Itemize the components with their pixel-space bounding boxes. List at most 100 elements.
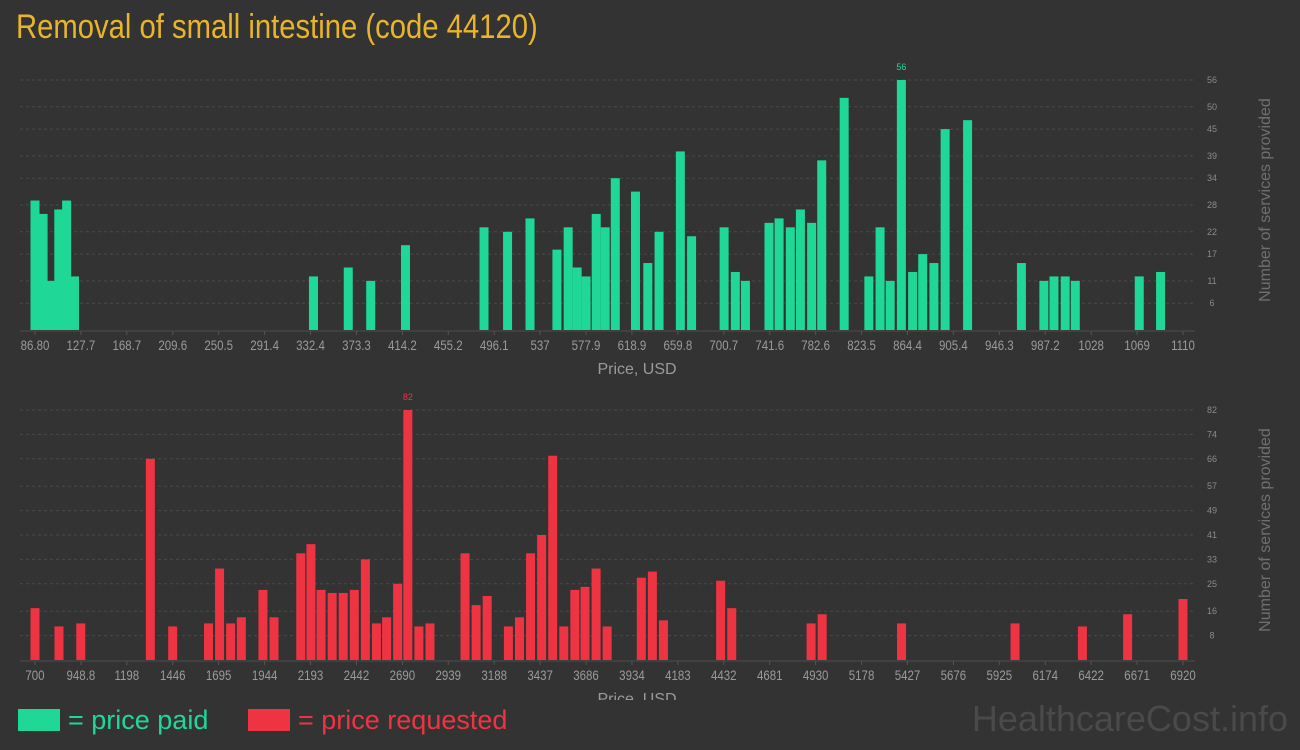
- x-tick-label: 250.5: [204, 337, 233, 353]
- x-tick-label: 700: [25, 667, 44, 683]
- x-tick-label: 2690: [390, 667, 416, 683]
- bar: [403, 410, 413, 660]
- bar: [897, 623, 907, 660]
- max-value-label: 56: [896, 62, 906, 72]
- x-tick-label: 741.6: [755, 337, 784, 353]
- bar: [817, 614, 827, 660]
- bar: [425, 623, 435, 660]
- bar: [675, 151, 685, 330]
- bar: [54, 209, 64, 330]
- y-tick-label: 16: [1207, 606, 1217, 616]
- bar: [343, 267, 353, 330]
- y-tick-label: 22: [1207, 227, 1217, 237]
- x-tick-label: 1028: [1078, 337, 1104, 353]
- legend-requested-swatch: [248, 709, 290, 731]
- bar: [1123, 614, 1133, 660]
- y-tick-label: 45: [1207, 124, 1217, 134]
- bar: [918, 254, 928, 330]
- x-tick-label: 2939: [436, 667, 462, 683]
- x-tick-label: 455.2: [434, 337, 463, 353]
- x-tick-label: 6174: [1032, 667, 1058, 683]
- bar: [1049, 276, 1059, 330]
- bar: [1010, 623, 1020, 660]
- bar: [875, 227, 885, 330]
- x-tick-label: 3686: [573, 667, 599, 683]
- bar: [327, 592, 337, 660]
- x-tick-label: 864.4: [893, 337, 922, 353]
- bar: [636, 577, 646, 660]
- bar: [807, 222, 817, 330]
- bar: [38, 213, 48, 330]
- bar: [730, 271, 740, 330]
- bar: [258, 589, 268, 660]
- x-tick-label: 4432: [711, 667, 737, 683]
- x-tick-label: 1069: [1124, 337, 1150, 353]
- x-tick-label: 5427: [895, 667, 921, 683]
- x-tick-label: 537: [531, 337, 550, 353]
- chart-title: Removal of small intestine (code 44120): [16, 8, 538, 46]
- bar: [308, 276, 318, 330]
- bar: [479, 227, 489, 330]
- bar: [400, 245, 410, 330]
- bar: [764, 222, 774, 330]
- bar: [600, 227, 610, 330]
- bar: [203, 623, 213, 660]
- x-tick-label: 1110: [1171, 337, 1195, 353]
- legend-paid-label: = price paid: [68, 704, 209, 735]
- y-tick-label: 39: [1207, 151, 1217, 161]
- y-tick-label: 11: [1207, 276, 1216, 286]
- bar: [610, 178, 620, 330]
- bar: [371, 623, 381, 660]
- x-tick-label: 700.7: [709, 337, 738, 353]
- bar: [740, 280, 750, 330]
- x-tick-label: 782.6: [801, 337, 830, 353]
- x-tick-label: 1695: [206, 667, 232, 683]
- bar: [360, 559, 370, 660]
- bar: [30, 200, 40, 330]
- bar: [548, 455, 558, 660]
- x-tick-label: 373.3: [342, 337, 371, 353]
- x-tick-label: 987.2: [1031, 337, 1060, 353]
- x-tick-label: 659.8: [664, 337, 693, 353]
- bar: [525, 218, 535, 330]
- bar: [591, 568, 601, 660]
- x-tick-label: 209.6: [158, 337, 187, 353]
- bar: [46, 280, 56, 330]
- y-axis-title: Number of services provided: [1257, 428, 1274, 632]
- bar: [570, 589, 580, 660]
- y-tick-label: 34: [1207, 173, 1217, 183]
- x-tick-label: 168.7: [112, 337, 141, 353]
- bar: [296, 553, 306, 660]
- bar: [482, 595, 492, 660]
- price-requested-chart: 8 16 25 33 41 49 57 66 74 82 82 700 948.8 1198 1446 169…: [20, 392, 1274, 700]
- bar: [896, 80, 906, 330]
- bar: [864, 276, 874, 330]
- bar: [602, 626, 612, 660]
- bar: [62, 200, 72, 330]
- y-tick-label: 17: [1207, 249, 1217, 259]
- bar: [503, 626, 513, 660]
- bar: [572, 267, 582, 330]
- x-tick-label: 2193: [298, 667, 324, 683]
- y-tick-label: 28: [1207, 200, 1217, 210]
- x-tick-label: 577.9: [572, 337, 601, 353]
- bar: [471, 605, 481, 660]
- bar: [785, 227, 795, 330]
- bar: [503, 231, 513, 330]
- bar: [306, 544, 316, 660]
- bar: [727, 608, 737, 660]
- bar: [654, 231, 664, 330]
- bar: [1077, 626, 1087, 660]
- bar: [630, 191, 640, 330]
- bar-charts: 6 11 17 22 28 34 39 45 50 56 56 86.80 127.7 168.7 209.…: [20, 62, 1274, 700]
- bar: [591, 213, 601, 330]
- bar: [806, 623, 816, 660]
- bar: [168, 626, 178, 660]
- x-tick-label: 4930: [803, 667, 829, 683]
- x-tick-label: 3934: [619, 667, 645, 683]
- bar: [393, 583, 403, 660]
- y-tick-label: 8: [1209, 631, 1214, 641]
- bar: [817, 160, 827, 330]
- bar: [908, 271, 918, 330]
- x-tick-label: 946.3: [985, 337, 1014, 353]
